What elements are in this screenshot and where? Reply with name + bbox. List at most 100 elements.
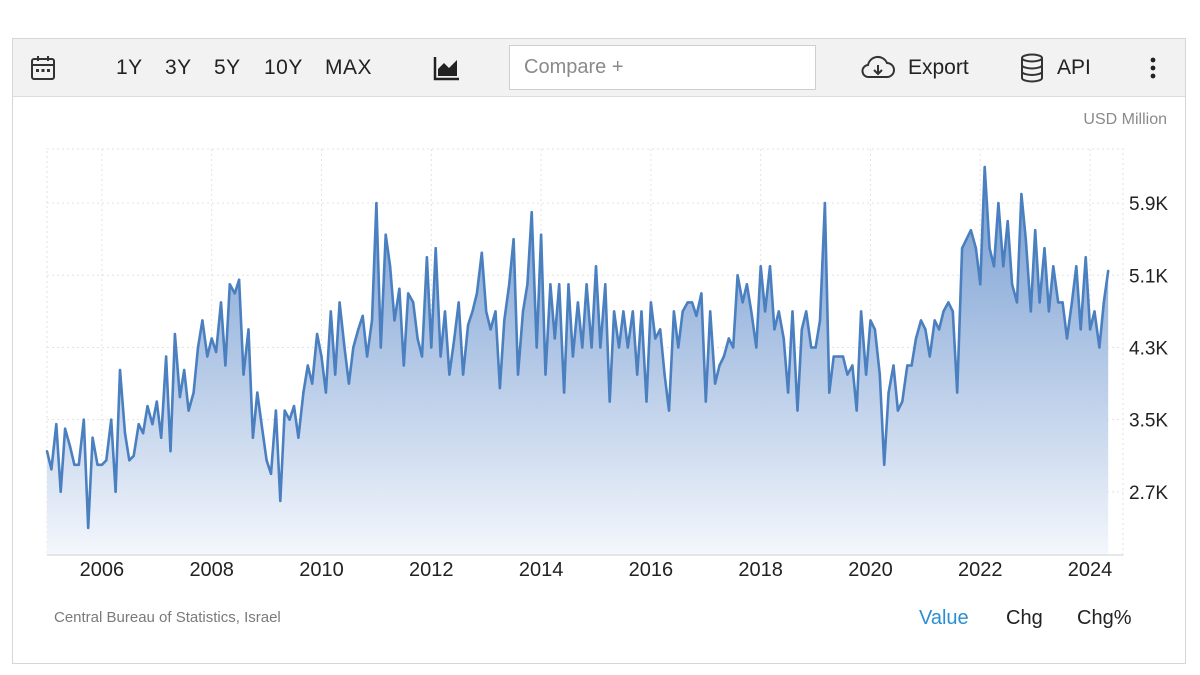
data-point	[329, 310, 332, 313]
data-point	[96, 463, 99, 466]
data-point	[672, 310, 676, 313]
api-button[interactable]: API	[1019, 39, 1091, 97]
data-point	[370, 319, 374, 322]
data-point	[896, 409, 900, 412]
data-point	[375, 201, 378, 205]
data-point	[63, 427, 67, 430]
x-tick-label: 2006	[80, 559, 125, 581]
data-point	[141, 432, 145, 435]
data-point	[279, 499, 282, 503]
data-point	[883, 463, 886, 466]
data-point	[425, 256, 429, 259]
api-label: API	[1057, 56, 1091, 79]
data-point	[585, 283, 588, 286]
data-point	[59, 490, 62, 493]
data-point	[320, 355, 323, 358]
mode-chg-button[interactable]: Chg	[1006, 607, 1043, 629]
x-tick-label: 2008	[189, 559, 234, 581]
data-point	[503, 319, 506, 322]
more-vertical-icon[interactable]	[1147, 39, 1159, 97]
data-point	[430, 346, 433, 349]
data-point	[361, 314, 364, 318]
chart-toolbar: 1Y 3Y 5Y 10Y MAX Compare + Export	[13, 39, 1185, 97]
export-label: Export	[908, 56, 969, 79]
data-point	[247, 328, 250, 331]
data-point	[544, 373, 547, 376]
data-point	[837, 355, 840, 358]
data-point	[137, 423, 140, 426]
data-point	[979, 283, 982, 286]
data-point	[160, 436, 163, 439]
series-area	[47, 167, 1109, 555]
data-point	[164, 355, 168, 358]
data-point	[261, 427, 264, 430]
data-point	[681, 310, 684, 313]
database-icon	[1019, 53, 1045, 83]
calendar-icon[interactable]	[29, 39, 57, 97]
data-point	[901, 400, 904, 403]
data-point	[485, 310, 488, 313]
data-point	[1057, 301, 1060, 304]
data-point	[265, 459, 268, 462]
data-point	[818, 319, 822, 322]
data-point	[315, 332, 319, 336]
data-point	[471, 310, 474, 313]
mode-chg-pct-button[interactable]: Chg%	[1077, 607, 1132, 629]
range-5y-button[interactable]: 5Y	[214, 56, 241, 79]
data-point	[1010, 283, 1014, 286]
data-point	[800, 328, 803, 331]
data-point	[864, 373, 868, 376]
data-point	[539, 233, 543, 236]
data-point	[590, 346, 593, 349]
data-point	[924, 328, 927, 331]
range-max-button[interactable]: MAX	[325, 56, 373, 79]
data-point	[910, 364, 913, 367]
data-point	[105, 459, 108, 462]
data-point	[347, 382, 351, 385]
data-point	[558, 283, 561, 286]
data-point	[192, 391, 195, 394]
data-point	[379, 346, 382, 349]
data-point	[535, 346, 538, 349]
data-point	[302, 391, 305, 394]
data-point	[169, 450, 172, 453]
data-point	[516, 373, 520, 376]
export-button[interactable]: Export	[860, 39, 969, 97]
data-point	[173, 332, 177, 336]
data-point	[343, 346, 346, 349]
data-point	[494, 310, 497, 313]
x-tick-label: 2022	[958, 559, 1003, 581]
data-point	[530, 211, 533, 214]
data-point	[1020, 192, 1023, 196]
range-1y-button[interactable]: 1Y	[116, 56, 143, 79]
data-point	[201, 319, 204, 322]
mode-value-button[interactable]: Value	[919, 607, 969, 629]
data-point	[297, 436, 300, 439]
data-point	[443, 310, 447, 313]
data-point	[334, 373, 337, 376]
data-point	[178, 395, 182, 399]
range-10y-button[interactable]: 10Y	[264, 56, 303, 79]
range-3y-button[interactable]: 3Y	[165, 56, 192, 79]
data-point	[466, 323, 470, 327]
x-tick-label: 2014	[519, 559, 564, 581]
data-point	[206, 355, 209, 358]
data-point	[626, 346, 629, 349]
data-point	[709, 310, 712, 313]
compare-input[interactable]: Compare +	[509, 45, 816, 90]
data-point	[796, 409, 799, 412]
data-point	[338, 301, 341, 304]
data-point	[695, 314, 698, 318]
data-point	[393, 319, 396, 322]
area-chart-icon[interactable]	[433, 39, 461, 97]
data-point	[118, 368, 122, 372]
data-point	[755, 346, 758, 349]
data-point	[640, 310, 643, 313]
data-point	[763, 310, 767, 313]
data-point	[906, 364, 909, 367]
data-point	[526, 283, 529, 286]
data-point	[741, 301, 744, 304]
data-point	[292, 404, 296, 408]
data-point	[810, 346, 813, 349]
data-point	[498, 386, 502, 390]
